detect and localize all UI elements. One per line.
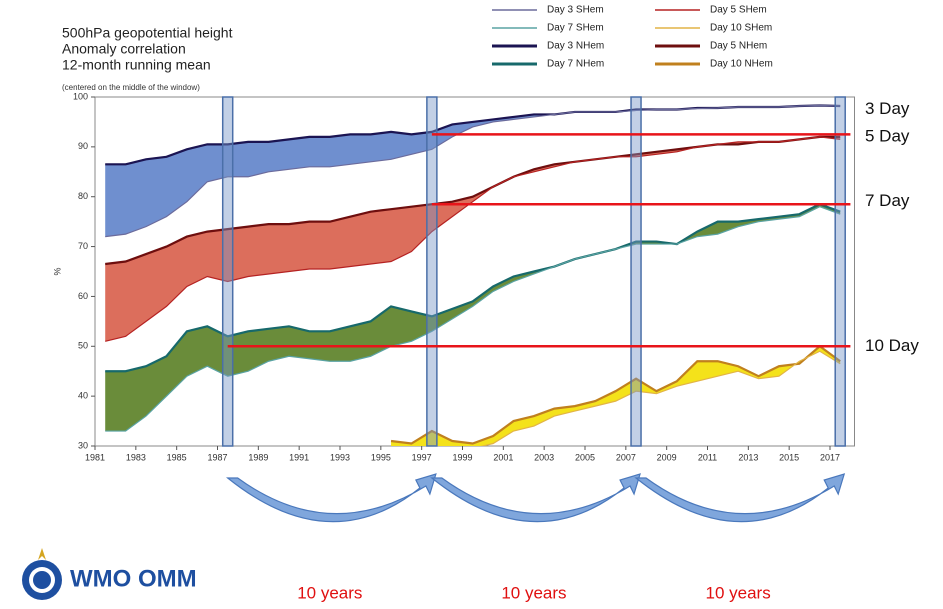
y-tick-label: 70	[78, 241, 88, 251]
y-tick-label: 80	[78, 191, 88, 201]
x-tick-label: 1987	[207, 452, 227, 462]
period-label: 10 years	[297, 583, 362, 602]
x-tick-label: 2009	[657, 452, 677, 462]
logo-emblem	[22, 548, 62, 600]
legend-label: Day 7 SHem	[547, 23, 604, 34]
highlight-box	[223, 97, 233, 446]
chart-title: 12-month running mean	[62, 57, 211, 73]
x-tick-label: 1997	[412, 452, 432, 462]
y-tick-label: 60	[78, 291, 88, 301]
day-label: 10 Day	[865, 336, 919, 355]
day-label: 3 Day	[865, 99, 910, 118]
x-tick-label: 2001	[493, 452, 513, 462]
y-tick-label: 50	[78, 341, 88, 351]
x-tick-label: 2011	[698, 452, 717, 462]
x-tick-label: 2005	[575, 452, 595, 462]
period-arrow	[636, 474, 844, 522]
legend-label: Day 5 SHem	[710, 5, 767, 16]
chart: 500hPa geopotential heightAnomaly correl…	[0, 0, 943, 609]
chart-title: 500hPa geopotential height	[62, 25, 233, 41]
period-label: 10 years	[501, 583, 566, 602]
x-tick-label: 1995	[371, 452, 391, 462]
legend-label: Day 3 NHem	[547, 41, 604, 52]
chart-title: Anomaly correlation	[62, 41, 186, 57]
y-tick-label: 40	[78, 391, 88, 401]
legend-label: Day 10 SHem	[710, 23, 772, 34]
x-tick-label: 1989	[248, 452, 268, 462]
x-tick-label: 1999	[452, 452, 472, 462]
day-label: 7 Day	[865, 191, 910, 210]
legend-label: Day 3 SHem	[547, 5, 604, 16]
x-tick-label: 1991	[289, 452, 309, 462]
x-tick-label: 2017	[820, 452, 840, 462]
x-tick-label: 2003	[534, 452, 554, 462]
x-tick-label: 1993	[330, 452, 350, 462]
highlight-box	[427, 97, 437, 446]
y-tick-label: 90	[78, 141, 88, 151]
legend-label: Day 5 NHem	[710, 41, 767, 52]
x-tick-label: 2013	[738, 452, 758, 462]
period-arrow	[228, 474, 436, 522]
highlight-box	[835, 97, 845, 446]
legend-label: Day 7 NHem	[547, 59, 604, 70]
highlight-box	[631, 97, 641, 446]
x-tick-label: 2015	[779, 452, 799, 462]
logo-text: WMO OMM	[70, 565, 197, 592]
x-tick-label: 1981	[85, 452, 105, 462]
legend-label: Day 10 NHem	[710, 59, 773, 70]
period-arrow	[432, 474, 640, 522]
x-tick-label: 1985	[167, 452, 187, 462]
y-tick-label: 30	[78, 440, 88, 450]
x-tick-label: 2007	[616, 452, 636, 462]
day-label: 5 Day	[865, 126, 910, 145]
y-axis-label: %	[52, 267, 62, 275]
y-tick-label: 100	[73, 91, 88, 101]
x-tick-label: 1983	[126, 452, 146, 462]
period-label: 10 years	[706, 583, 771, 602]
